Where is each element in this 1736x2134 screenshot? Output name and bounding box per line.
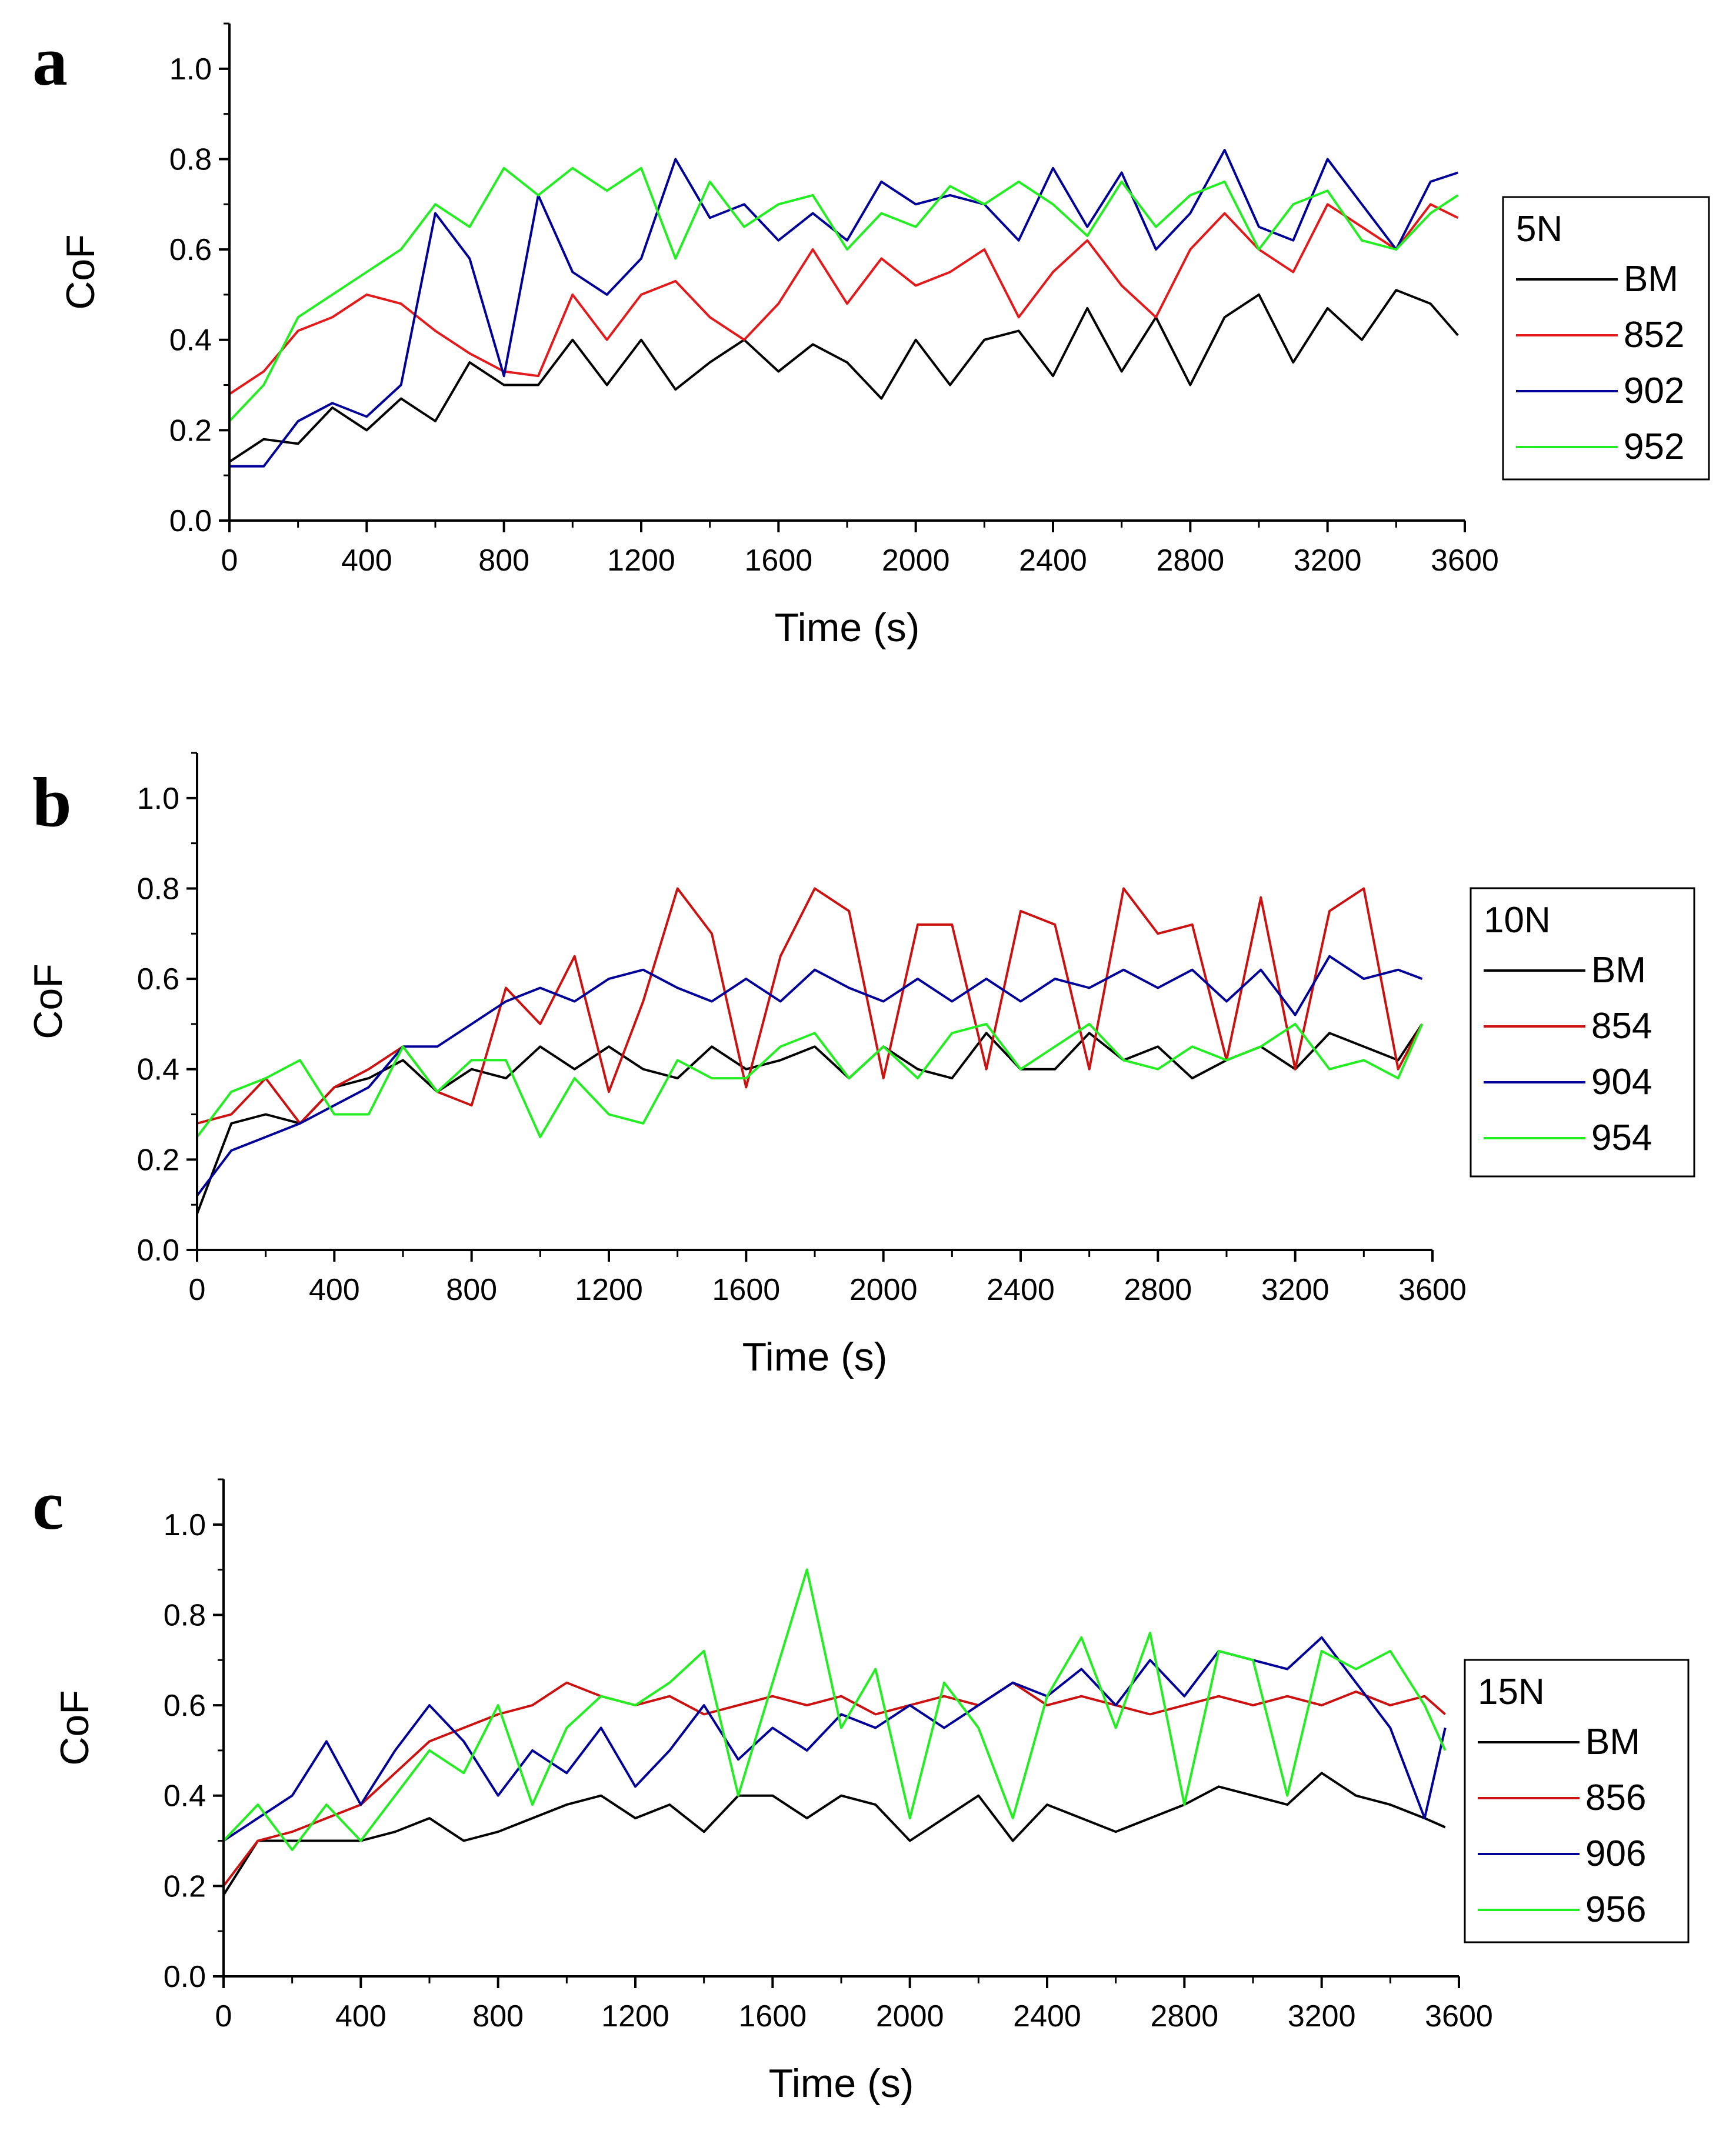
legend-label-954: 954 xyxy=(1591,1118,1652,1158)
y-tick-label: 1.0 xyxy=(164,1508,206,1542)
legend-label-BM: BM xyxy=(1591,950,1646,991)
legend-title: 15N xyxy=(1478,1672,1545,1712)
y-tick-label: 0.6 xyxy=(164,1689,206,1723)
series-line-906 xyxy=(222,1636,1447,1842)
series-line-902 xyxy=(229,149,1458,468)
x-axis-title: Time (s) xyxy=(775,605,920,650)
x-tick-label: 2800 xyxy=(1150,1999,1218,2033)
y-tick-label: 0.8 xyxy=(164,1598,206,1632)
panel-letter-c: c xyxy=(32,1466,64,1544)
x-tick-label: 3200 xyxy=(1288,1999,1356,2033)
x-tick-label: 2800 xyxy=(1156,543,1224,578)
y-tick-label: 0.6 xyxy=(137,962,179,996)
chart-c: 0.0 0.2 0.4 0.6 0.8 1.0 0 400 800 1200 1600 2000 240… xyxy=(52,1478,1690,2106)
series-line-BM xyxy=(222,1772,1446,1896)
x-tick-label: 2000 xyxy=(849,1273,918,1307)
y-tick-label: 0.2 xyxy=(137,1143,179,1177)
x-tick-label: 1600 xyxy=(744,543,812,578)
x-tick-label: 3600 xyxy=(1398,1273,1467,1307)
y-tick-label: 0.4 xyxy=(164,1779,206,1813)
legend-label-902: 902 xyxy=(1624,371,1684,411)
y-tick-label: 1.0 xyxy=(137,782,179,816)
x-tick-label: 0 xyxy=(221,543,238,578)
x-tick-label: 2000 xyxy=(882,543,950,578)
y-tick-label: 0.0 xyxy=(169,504,212,538)
series-line-856 xyxy=(222,1681,1447,1887)
legend-label-BM: BM xyxy=(1624,259,1678,299)
legend-label-956: 956 xyxy=(1585,1889,1646,1930)
x-tick-label: 0 xyxy=(215,1999,232,2033)
y-tick-label: 0.4 xyxy=(169,324,212,358)
y-axis-title: CoF xyxy=(58,234,103,309)
series-line-952 xyxy=(228,166,1459,422)
y-tick-label: 0.0 xyxy=(137,1233,179,1268)
x-tick-label: 1200 xyxy=(607,543,675,578)
x-tick-label: 2000 xyxy=(876,1999,944,2033)
x-tick-label: 1600 xyxy=(712,1273,780,1307)
y-axis-title: CoF xyxy=(26,963,71,1039)
series-line-956 xyxy=(222,1568,1447,1851)
x-tick-label: 800 xyxy=(472,1999,524,2033)
legend-title: 5N xyxy=(1516,209,1562,249)
y-tick-label: 0.0 xyxy=(164,1960,206,1994)
series-line-904 xyxy=(196,955,1423,1197)
legend-label-854: 854 xyxy=(1591,1006,1652,1046)
x-axis-title: Time (s) xyxy=(742,1335,888,1379)
x-tick-label: 1200 xyxy=(601,1999,669,2033)
x-tick-label: 800 xyxy=(446,1273,497,1307)
x-tick-label: 1200 xyxy=(575,1273,643,1307)
legend-box xyxy=(1470,887,1695,1178)
chart-panel-a: a 0.0 0.2 0.4 0.6 0.8 1.0 0 400 800 1200 1600 2000 2… xyxy=(0,0,1736,718)
panel-letter-a: a xyxy=(32,22,68,100)
legend-label-906: 906 xyxy=(1585,1833,1646,1874)
x-tick-label: 2800 xyxy=(1124,1273,1192,1307)
chart-panel-b: b 0.0 0.2 0.4 0.6 0.8 1.0 0 400 800 1200 1600 2000 2… xyxy=(0,718,1736,1441)
x-tick-label: 2400 xyxy=(1013,1999,1081,2033)
series-line-954 xyxy=(196,1022,1424,1138)
x-tick-label: 3600 xyxy=(1431,543,1499,578)
y-tick-label: 0.4 xyxy=(137,1053,179,1087)
legend-box xyxy=(1464,1659,1690,1943)
x-tick-label: 2400 xyxy=(987,1273,1055,1307)
x-tick-label: 400 xyxy=(335,1999,386,2033)
legend-label-952: 952 xyxy=(1624,426,1684,467)
x-tick-label: 1600 xyxy=(738,1999,807,2033)
x-tick-label: 3200 xyxy=(1294,543,1362,578)
legend-box xyxy=(1502,196,1710,481)
x-tick-label: 2400 xyxy=(1019,543,1087,578)
legend-label-856: 856 xyxy=(1585,1778,1646,1818)
panel-letter-b: b xyxy=(32,763,72,841)
legend-label-904: 904 xyxy=(1591,1062,1652,1102)
x-axis-title: Time (s) xyxy=(769,2061,914,2106)
chart-b: 0.0 0.2 0.4 0.6 0.8 1.0 0 400 800 1200 1600 2000 240… xyxy=(26,752,1695,1379)
y-tick-label: 0.2 xyxy=(169,414,212,448)
x-tick-label: 800 xyxy=(478,543,529,578)
x-tick-label: 3200 xyxy=(1261,1273,1330,1307)
legend-label-BM: BM xyxy=(1585,1722,1640,1762)
y-tick-label: 0.6 xyxy=(169,233,212,267)
series-line-BM xyxy=(196,1023,1424,1215)
y-axis-title: CoF xyxy=(52,1690,97,1765)
x-tick-label: 0 xyxy=(189,1273,206,1307)
x-tick-label: 400 xyxy=(309,1273,360,1307)
legend-title: 10N xyxy=(1484,900,1551,941)
series-line-BM xyxy=(228,289,1459,463)
y-tick-label: 0.8 xyxy=(169,142,212,176)
chart-panel-c: c 0.0 0.2 0.4 0.6 0.8 1.0 0 400 800 1200 1600 2000 2… xyxy=(0,1441,1736,2134)
x-tick-label: 3600 xyxy=(1425,1999,1493,2033)
y-tick-label: 0.2 xyxy=(164,1869,206,1903)
x-tick-label: 400 xyxy=(341,543,392,578)
y-tick-label: 1.0 xyxy=(169,52,212,86)
legend-label-852: 852 xyxy=(1624,315,1684,355)
chart-a: 0.0 0.2 0.4 0.6 0.8 1.0 0 400 800 1200 1600 2000 240… xyxy=(58,22,1710,650)
y-tick-label: 0.8 xyxy=(137,872,179,906)
